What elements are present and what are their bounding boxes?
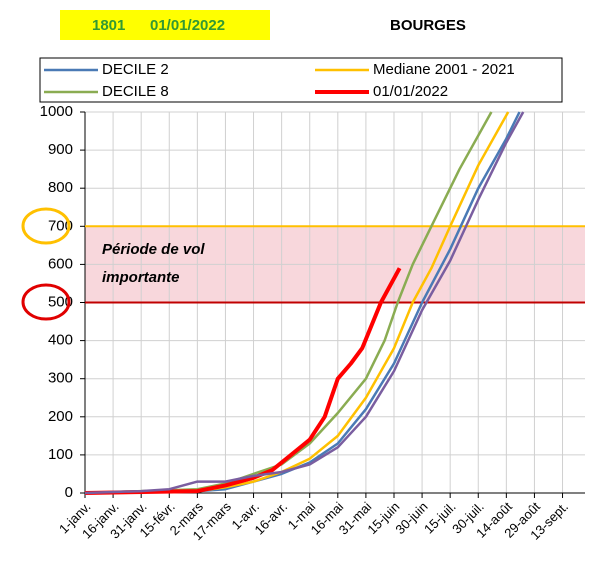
- x-tick-label: 30-juin: [392, 499, 430, 537]
- y-tick-label: 100: [48, 446, 73, 463]
- annotation: Période de vol: [102, 241, 205, 258]
- highlight-circle: [21, 207, 71, 245]
- y-tick-label: 200: [48, 408, 73, 425]
- legend-label: Mediane 2001 - 2021: [373, 61, 515, 78]
- y-tick-label: 800: [48, 179, 73, 196]
- header-code: 1801: [92, 17, 125, 34]
- legend-label: DECILE 8: [102, 83, 169, 100]
- series-line: [84, 111, 525, 495]
- series-line: [84, 267, 402, 495]
- legend-label: DECILE 2: [102, 61, 169, 78]
- y-tick-label: 600: [48, 255, 73, 272]
- y-tick-label: 0: [65, 484, 73, 501]
- highlight-circle: [21, 283, 71, 321]
- y-tick-label: 300: [48, 370, 73, 387]
- annotation: importante: [102, 269, 180, 286]
- legend-box: [39, 57, 563, 103]
- y-tick-label: 900: [48, 141, 73, 158]
- y-tick-label: 1000: [40, 103, 73, 120]
- legend-label: 01/01/2022: [373, 83, 448, 100]
- header-place: BOURGES: [390, 17, 466, 34]
- y-tick-label: 400: [48, 332, 73, 349]
- header-date: 01/01/2022: [150, 17, 225, 34]
- header-box: [60, 10, 270, 40]
